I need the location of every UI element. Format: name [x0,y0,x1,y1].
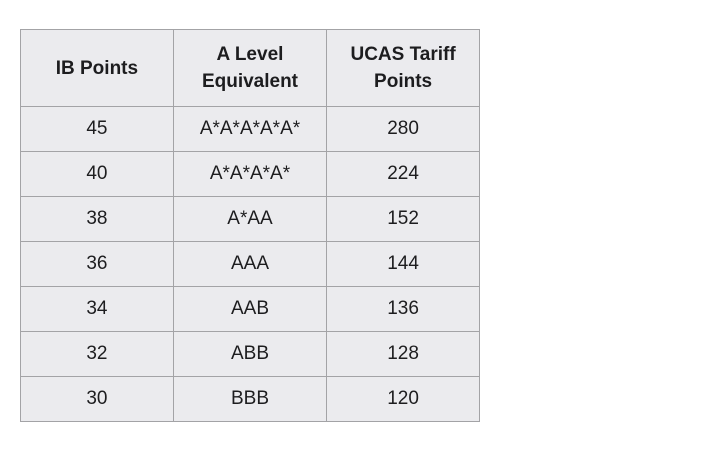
header-row: IB Points A Level Equivalent UCAS Tariff P… [20,29,480,107]
a-level-cell: ABB [172,331,328,377]
header-line: Equivalent [201,71,299,92]
header-line: A Level [216,44,284,65]
ib-points-cell: 40 [20,151,174,197]
ib-points-cell: 32 [20,331,174,377]
ucas-points-cell: 128 [326,331,480,377]
a-level-cell: A*AA [172,196,328,242]
a-level-cell: A*A*A*A*A* [172,106,328,152]
table-row: 30 BBB 120 [20,376,480,422]
ucas-points-cell: 224 [326,151,480,197]
header-ib-points: IB Points [20,29,174,107]
a-level-cell: BBB [172,376,328,422]
a-level-cell: A*A*A*A* [172,151,328,197]
a-level-cell: AAA [172,241,328,287]
ib-points-cell: 36 [20,241,174,287]
table-row: 36 AAA 144 [20,241,480,287]
header-line: UCAS Tariff [350,44,456,65]
ucas-points-cell: 136 [326,286,480,332]
table-row: 40 A*A*A*A* 224 [20,151,480,197]
table-row: 45 A*A*A*A*A* 280 [20,106,480,152]
ucas-points-cell: 280 [326,106,480,152]
ucas-points-cell: 144 [326,241,480,287]
table-row: 34 AAB 136 [20,286,480,332]
ib-points-cell: 45 [20,106,174,152]
a-level-cell: AAB [172,286,328,332]
ib-points-cell: 34 [20,286,174,332]
header-ucas-tariff-points: UCAS Tariff Points [326,29,480,107]
ib-points-cell: 30 [20,376,174,422]
header-a-level-equivalent: A Level Equivalent [172,29,328,107]
ucas-points-cell: 152 [326,196,480,242]
header-line: IB Points [55,57,139,79]
ib-alevel-ucas-table: IB Points A Level Equivalent UCAS Tariff P… [20,29,480,422]
table-row: 32 ABB 128 [20,331,480,377]
table-row: 38 A*AA 152 [20,196,480,242]
ucas-points-cell: 120 [326,376,480,422]
header-line: Points [374,71,433,92]
ib-points-cell: 38 [20,196,174,242]
